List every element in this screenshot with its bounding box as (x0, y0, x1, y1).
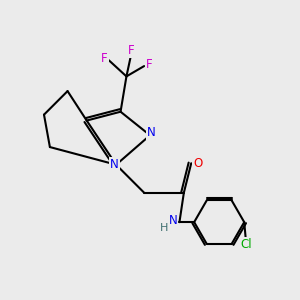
Text: N: N (169, 214, 177, 227)
Text: O: O (193, 157, 202, 170)
Text: F: F (146, 58, 153, 71)
Text: H: H (160, 223, 168, 233)
Text: F: F (101, 52, 108, 65)
Text: Cl: Cl (240, 238, 251, 251)
Text: N: N (147, 126, 156, 139)
Text: N: N (110, 158, 119, 171)
Text: F: F (128, 44, 134, 57)
